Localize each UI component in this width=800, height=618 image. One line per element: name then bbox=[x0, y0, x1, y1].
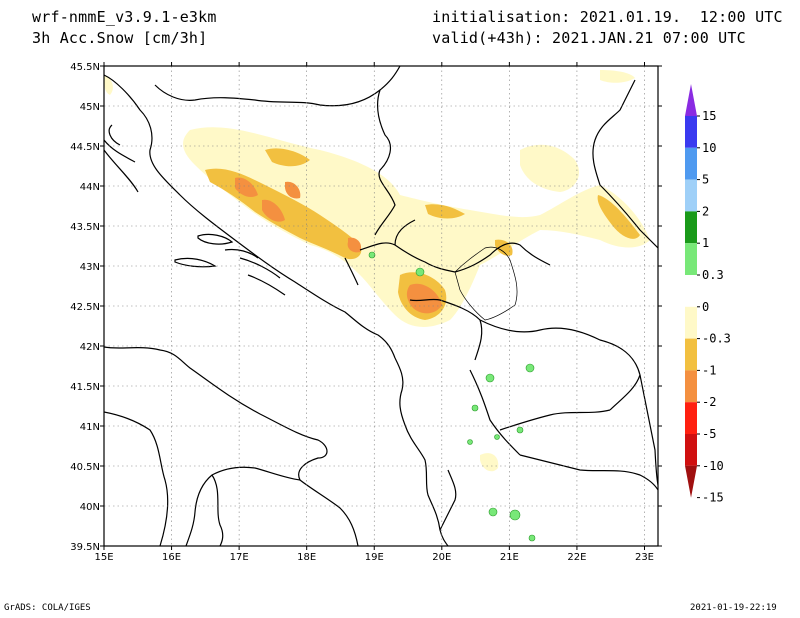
lon-tick-label: 19E bbox=[365, 552, 384, 563]
colorbar-swatch bbox=[685, 275, 697, 307]
lat-tick-label: 41.5N bbox=[70, 382, 100, 393]
lat-tick-label: 45N bbox=[80, 102, 100, 113]
colorbar-label: 0.3 bbox=[702, 268, 724, 282]
lon-axis: 15E 16E 17E 18E 19E 20E 21E 22E 23E bbox=[94, 552, 654, 563]
lat-tick-label: 42N bbox=[80, 342, 100, 353]
colorbar-top-arrow bbox=[685, 84, 697, 116]
colorbar-label: -1 bbox=[702, 363, 716, 377]
colorbar-label: 10 bbox=[702, 141, 716, 155]
lat-tick-label: 40.5N bbox=[70, 462, 100, 473]
colorbar-swatch bbox=[685, 116, 697, 148]
colorbar-label: 5 bbox=[702, 173, 709, 187]
valid-time: valid(+43h): 2021.JAN.21 07:00 UTC bbox=[432, 29, 746, 47]
lat-tick-label: 44N bbox=[80, 182, 100, 193]
footer-timestamp: 2021-01-19-22:19 bbox=[690, 603, 777, 613]
colorbar-label: 1 bbox=[702, 236, 709, 250]
lat-tick-label: 40N bbox=[80, 502, 100, 513]
lon-tick-label: 15E bbox=[94, 552, 113, 563]
footer-grads: GrADS: COLA/IGES bbox=[4, 603, 91, 613]
colorbar-label: -10 bbox=[702, 459, 724, 473]
colorbar-swatch bbox=[685, 147, 697, 180]
lat-tick-label: 44.5N bbox=[70, 142, 100, 153]
region-boundary bbox=[454, 246, 518, 321]
coastlines-and-borders bbox=[104, 66, 658, 546]
lat-tick-label: 41N bbox=[80, 422, 100, 433]
colorbar-label: -15 bbox=[702, 491, 724, 505]
lon-tick-label: 18E bbox=[297, 552, 316, 563]
colorbar-swatch bbox=[685, 179, 697, 212]
colorbar-swatch bbox=[685, 338, 697, 371]
colorbar: 15 10 5 2 1 0.3 0 -0.3 -1 -2 -5 -10 -15 bbox=[685, 84, 731, 505]
lat-tick-label: 42.5N bbox=[70, 302, 100, 313]
colorbar-swatch bbox=[685, 370, 697, 403]
colorbar-swatch bbox=[685, 306, 697, 339]
snow-light-areas bbox=[104, 70, 650, 472]
colorbar-bottom-arrow bbox=[685, 465, 697, 498]
variable-title: 3h Acc.Snow [cm/3h] bbox=[32, 29, 208, 47]
colorbar-swatch bbox=[685, 211, 697, 244]
grid-lines bbox=[104, 66, 658, 546]
positive-spots bbox=[368, 251, 536, 542]
lon-tick-label: 22E bbox=[567, 552, 586, 563]
lon-tick-label: 16E bbox=[162, 552, 181, 563]
colorbar-label: -0.3 bbox=[702, 332, 731, 346]
colorbar-swatch bbox=[685, 243, 697, 275]
lat-tick-label: 39.5N bbox=[70, 542, 100, 553]
colorbar-swatch bbox=[685, 402, 697, 434]
lat-tick-label: 43.5N bbox=[70, 222, 100, 233]
model-title: wrf-nmmE_v3.9.1-e3km bbox=[32, 8, 217, 26]
tick-marks bbox=[100, 62, 662, 550]
lon-tick-label: 17E bbox=[230, 552, 249, 563]
lon-tick-label: 20E bbox=[432, 552, 451, 563]
colorbar-label: 0 bbox=[702, 300, 709, 314]
colorbar-label: -2 bbox=[702, 395, 716, 409]
lon-tick-label: 21E bbox=[500, 552, 519, 563]
lat-axis: 45.5N 45N 44.5N 44N 43.5N 43N 42.5N 42N 41.5N 41N… bbox=[70, 62, 100, 553]
colorbar-label: 15 bbox=[702, 109, 716, 123]
lat-tick-label: 43N bbox=[80, 262, 100, 273]
colorbar-swatch bbox=[685, 434, 697, 466]
lat-tick-label: 45.5N bbox=[70, 62, 100, 73]
initialisation-time: initialisation: 2021.01.19. 12:00 UTC bbox=[432, 8, 783, 26]
colorbar-label: -5 bbox=[702, 427, 716, 441]
colorbar-label: 2 bbox=[702, 204, 709, 218]
lon-tick-label: 23E bbox=[635, 552, 654, 563]
